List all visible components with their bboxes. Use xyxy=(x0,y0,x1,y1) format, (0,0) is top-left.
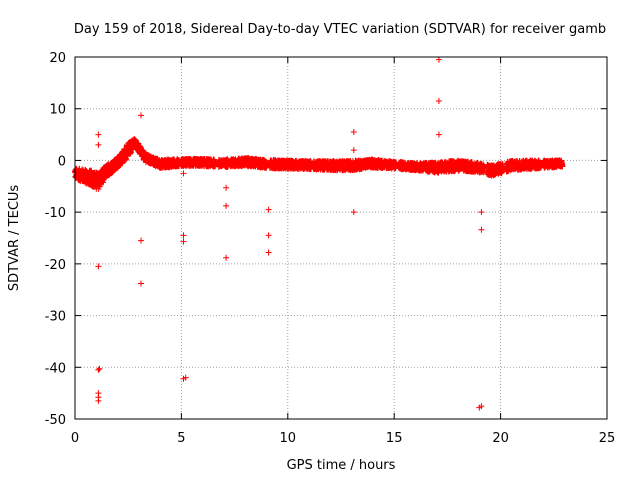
outlier-point xyxy=(223,184,230,191)
outlier-point xyxy=(435,98,442,104)
outlier-point xyxy=(476,404,483,411)
y-tick-label: 10 xyxy=(49,103,66,118)
outlier-point xyxy=(180,238,187,245)
y-tick-label: -40 xyxy=(45,361,66,376)
outlier-point xyxy=(95,131,102,138)
y-tick-label: -50 xyxy=(45,413,66,428)
band-point xyxy=(122,155,129,162)
outlier-point xyxy=(93,185,100,192)
outlier-point xyxy=(138,237,144,244)
outlier-point xyxy=(182,374,189,381)
outlier-point xyxy=(95,263,102,270)
x-tick-label: 15 xyxy=(386,431,403,446)
axis-ticks xyxy=(74,56,608,420)
outlier-point xyxy=(180,170,187,177)
outlier-point xyxy=(180,232,187,239)
y-tick-label: -10 xyxy=(45,206,66,221)
x-tick-label: 20 xyxy=(492,431,509,446)
outlier-point xyxy=(224,155,231,162)
outlier-point xyxy=(138,112,144,119)
outlier-point xyxy=(350,209,357,216)
outlier-point xyxy=(435,131,442,138)
y-tick-label: -30 xyxy=(45,310,66,325)
y-tick-label: 20 xyxy=(49,51,66,66)
plot-area-frame xyxy=(74,56,608,420)
outlier-point xyxy=(478,209,485,216)
y-tick-label: -20 xyxy=(45,258,66,273)
outlier-point xyxy=(478,226,485,233)
outlier-point xyxy=(265,232,272,239)
x-tick-label: 25 xyxy=(599,431,616,446)
outlier-point xyxy=(265,249,272,256)
outlier-point xyxy=(95,141,102,148)
outlier-point xyxy=(435,56,442,63)
outlier-point xyxy=(265,206,272,213)
x-tick-label: 0 xyxy=(71,431,79,446)
outlier-point xyxy=(350,147,357,154)
band-point xyxy=(559,162,566,169)
y-axis-label: SDTVAR / TECUs xyxy=(7,185,22,292)
outlier-point xyxy=(350,129,357,135)
outlier-point xyxy=(138,280,144,287)
x-axis-label: GPS time / hours xyxy=(287,458,396,473)
outlier-point xyxy=(223,254,230,261)
outlier-point xyxy=(223,202,230,209)
x-tick-label: 10 xyxy=(280,431,297,446)
chart-title: Day 159 of 2018, Sidereal Day-to-day VTE… xyxy=(74,22,606,37)
outlier-point xyxy=(95,397,102,404)
y-tick-label: 0 xyxy=(58,154,66,169)
x-tick-label: 5 xyxy=(177,431,185,446)
outlier-point xyxy=(95,366,102,373)
data-points xyxy=(72,56,566,411)
grid-lines xyxy=(75,57,607,419)
axis-tick-labels: 0 5 10 15 20 25 -50 -40 -30 -20 -10 0 10 20 xyxy=(45,51,616,446)
outlier-point xyxy=(96,365,103,372)
